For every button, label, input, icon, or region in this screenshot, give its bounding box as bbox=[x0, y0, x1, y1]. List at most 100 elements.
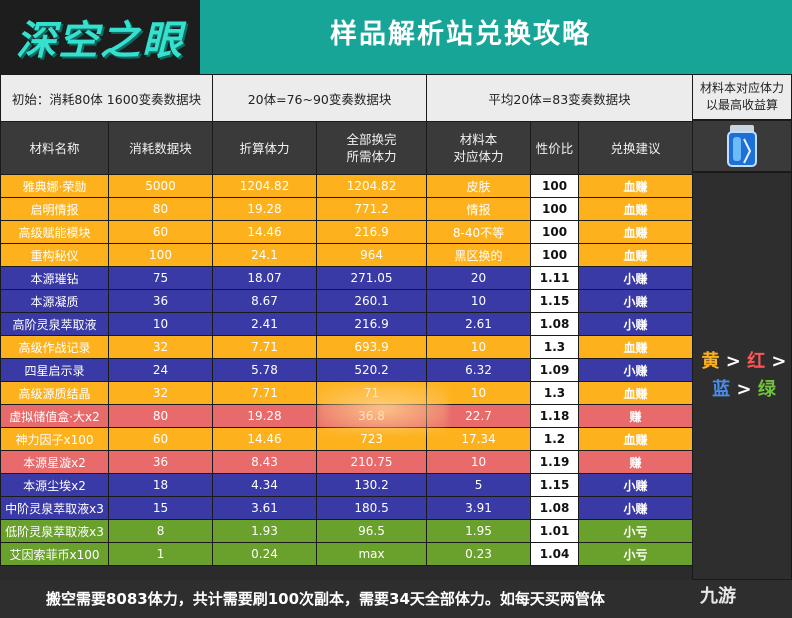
cell-total: 216.9 bbox=[316, 220, 428, 244]
cell-dungeon: 2.61 bbox=[426, 312, 532, 336]
legend-blue: 蓝 bbox=[712, 379, 731, 400]
cell-stamina: 0.24 bbox=[212, 542, 318, 566]
cell-ratio: 100 bbox=[530, 174, 580, 198]
color-legend: 黄 > 红 > 蓝 > 绿 bbox=[701, 348, 787, 404]
cell-advice: 血赚 bbox=[578, 243, 694, 267]
cell-dungeon: 1.95 bbox=[426, 519, 532, 543]
cell-blocks: 8 bbox=[107, 519, 214, 543]
cell-total: 271.05 bbox=[316, 266, 428, 290]
header-dungeon-line2: 对应体力 bbox=[453, 149, 504, 164]
table-row: 四星启示录 24 5.78 520.2 6.32 1.09 小赚 bbox=[0, 358, 694, 382]
cell-ratio: 1.04 bbox=[530, 542, 580, 566]
cell-total: 1204.82 bbox=[316, 174, 428, 198]
cell-name: 高阶灵泉萃取液 bbox=[0, 312, 109, 336]
exchange-rate-range: 20体=76~90变奏数据块 bbox=[212, 74, 428, 122]
header-advice: 兑换建议 bbox=[578, 121, 694, 175]
cell-stamina: 2.41 bbox=[212, 312, 318, 336]
page-title: 样品解析站兑换攻略 bbox=[330, 19, 591, 50]
cell-dungeon: 0.23 bbox=[426, 542, 532, 566]
cell-name: 高级源质结晶 bbox=[0, 381, 109, 405]
cell-advice: 血赚 bbox=[578, 335, 694, 359]
cell-advice: 小亏 bbox=[578, 519, 694, 543]
cell-total: 771.2 bbox=[316, 197, 428, 221]
cell-ratio: 1.3 bbox=[530, 381, 580, 405]
cell-total: 130.2 bbox=[316, 473, 428, 497]
cell-blocks: 75 bbox=[107, 266, 214, 290]
cell-advice: 血赚 bbox=[578, 427, 694, 451]
cell-advice: 血赚 bbox=[578, 197, 694, 221]
cell-advice: 血赚 bbox=[578, 220, 694, 244]
cell-ratio: 100 bbox=[530, 243, 580, 267]
cell-blocks: 18 bbox=[107, 473, 214, 497]
cell-advice: 小赚 bbox=[578, 289, 694, 313]
table-body: 雅典娜·荣勋 5000 1204.82 1204.82 皮肤 100 血赚 启明情报 80 19.… bbox=[0, 174, 694, 566]
legend-sep-3: > bbox=[736, 379, 752, 400]
cell-blocks: 36 bbox=[107, 450, 214, 474]
cell-blocks: 80 bbox=[107, 404, 214, 428]
exchange-table: 初始：消耗80体 1600变奏数据块 20体=76~90变奏数据块 平均20体=… bbox=[0, 74, 694, 566]
legend-sep-1: > bbox=[725, 351, 741, 372]
legend-green: 绿 bbox=[757, 379, 776, 400]
note-line1: 材料本对应体力 bbox=[699, 81, 784, 95]
cell-advice: 小赚 bbox=[578, 496, 694, 520]
legend-sep-2: > bbox=[771, 351, 787, 372]
cell-advice: 小赚 bbox=[578, 312, 694, 336]
cell-total: 260.1 bbox=[316, 289, 428, 313]
table-row: 本源璀钻 75 18.07 271.05 20 1.11 小赚 bbox=[0, 266, 694, 290]
cell-total: 216.9 bbox=[316, 312, 428, 336]
cell-blocks: 15 bbox=[107, 496, 214, 520]
cell-ratio: 100 bbox=[530, 220, 580, 244]
table-row: 中阶灵泉萃取液x3 15 3.61 180.5 3.91 1.08 小赚 bbox=[0, 496, 694, 520]
game-logo: 深空之眼 bbox=[16, 18, 184, 64]
cell-ratio: 1.08 bbox=[530, 496, 580, 520]
cell-name: 低阶灵泉萃取液x3 bbox=[0, 519, 109, 543]
legend-panel: 黄 > 红 > 蓝 > 绿 bbox=[692, 172, 792, 580]
cell-name: 雅典娜·荣勋 bbox=[0, 174, 109, 198]
cell-ratio: 1.15 bbox=[530, 473, 580, 497]
cell-stamina: 1204.82 bbox=[212, 174, 318, 198]
cell-blocks: 1 bbox=[107, 542, 214, 566]
table-row: 神力因子x100 60 14.46 723 17.34 1.2 血赚 bbox=[0, 427, 694, 451]
blurred-overlay bbox=[318, 384, 448, 434]
cell-blocks: 60 bbox=[107, 220, 214, 244]
cell-name: 艾因索菲币x100 bbox=[0, 542, 109, 566]
cell-advice: 小赚 bbox=[578, 358, 694, 382]
table-row: 艾因索菲币x100 1 0.24 max 0.23 1.04 小亏 bbox=[0, 542, 694, 566]
cell-stamina: 19.28 bbox=[212, 404, 318, 428]
cell-stamina: 7.71 bbox=[212, 335, 318, 359]
cell-ratio: 1.18 bbox=[530, 404, 580, 428]
cell-dungeon: 6.32 bbox=[426, 358, 532, 382]
table-row: 低阶灵泉萃取液x3 8 1.93 96.5 1.95 1.01 小亏 bbox=[0, 519, 694, 543]
cell-dungeon: 8-40不等 bbox=[426, 220, 532, 244]
cell-advice: 血赚 bbox=[578, 381, 694, 405]
cell-name: 本源璀钻 bbox=[0, 266, 109, 290]
header-total-line1: 全部换完 bbox=[346, 132, 397, 147]
initial-cost: 初始：消耗80体 1600变奏数据块 bbox=[0, 74, 214, 122]
icon-box bbox=[692, 120, 792, 172]
cell-stamina: 3.61 bbox=[212, 496, 318, 520]
footer-note: 搬空需要8083体力，共计需要刷100次副本，需要34天全部体力。如每天买两管体 bbox=[0, 580, 792, 618]
logo-box: 深空之眼 bbox=[0, 0, 200, 74]
cell-blocks: 10 bbox=[107, 312, 214, 336]
cell-name: 中阶灵泉萃取液x3 bbox=[0, 496, 109, 520]
cell-dungeon: 3.91 bbox=[426, 496, 532, 520]
note-line2: 以最高收益算 bbox=[705, 98, 778, 112]
cell-stamina: 7.71 bbox=[212, 381, 318, 405]
table-row: 高阶灵泉萃取液 10 2.41 216.9 2.61 1.08 小赚 bbox=[0, 312, 694, 336]
cell-stamina: 19.28 bbox=[212, 197, 318, 221]
cell-blocks: 24 bbox=[107, 358, 214, 382]
table-row: 重构秘仪 100 24.1 964 黑区换的 100 血赚 bbox=[0, 243, 694, 267]
cell-dungeon: 10 bbox=[426, 450, 532, 474]
table-row: 高级作战记录 32 7.71 693.9 10 1.3 血赚 bbox=[0, 335, 694, 359]
cell-dungeon: 10 bbox=[426, 335, 532, 359]
cell-name: 本源星漩x2 bbox=[0, 450, 109, 474]
cell-dungeon: 5 bbox=[426, 473, 532, 497]
cell-total: max bbox=[316, 542, 428, 566]
cell-blocks: 80 bbox=[107, 197, 214, 221]
cell-total: 180.5 bbox=[316, 496, 428, 520]
cell-total: 520.2 bbox=[316, 358, 428, 382]
header-blocks: 消耗数据块 bbox=[107, 121, 214, 175]
cell-name: 神力因子x100 bbox=[0, 427, 109, 451]
header-dungeon-line1: 材料本 bbox=[459, 132, 498, 147]
